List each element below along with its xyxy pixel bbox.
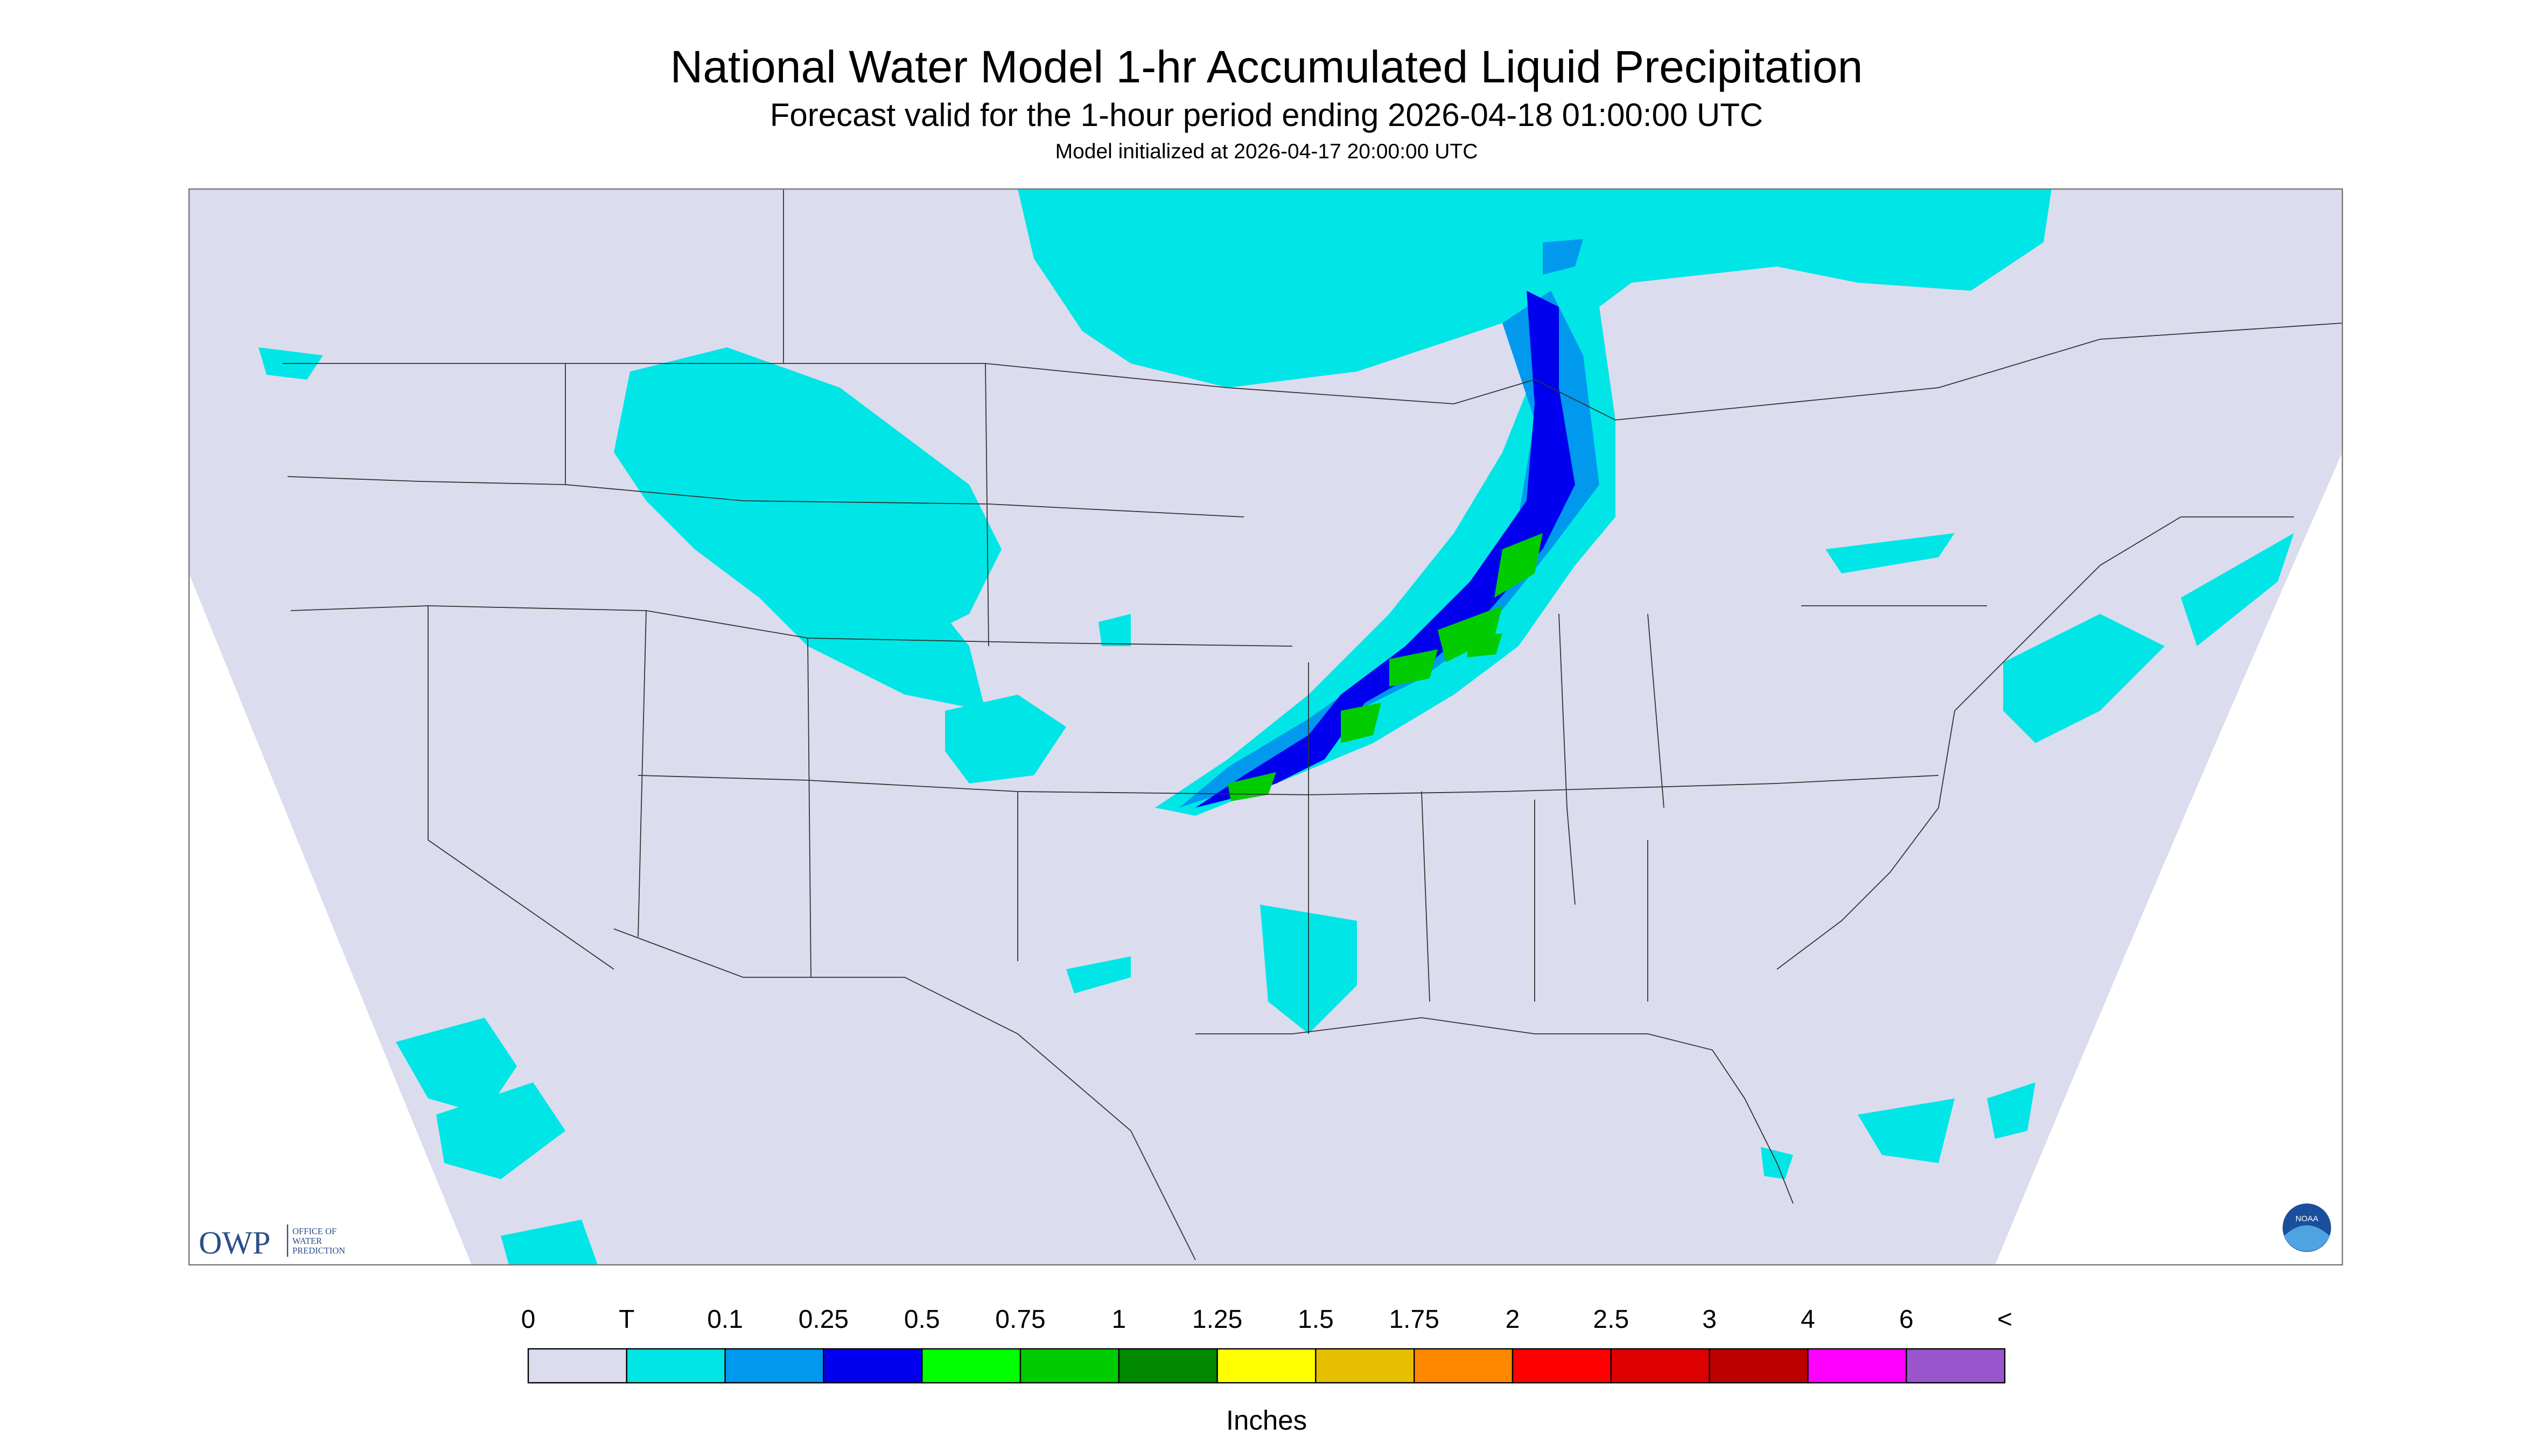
- init-time: Model initialized at 2026-04-17 20:00:00…: [1055, 140, 1478, 163]
- legend-label: 0.75: [995, 1305, 1045, 1334]
- legend-swatch: [1512, 1348, 1612, 1384]
- owp-name: OFFICE OF: [292, 1226, 337, 1236]
- legend-swatch: [823, 1348, 923, 1384]
- legend-swatch: [1414, 1348, 1514, 1384]
- outside-projection: [1995, 189, 2342, 1265]
- legend-label: 1.25: [1192, 1305, 1242, 1334]
- legend-label: 0.5: [904, 1305, 940, 1334]
- legend-swatch: [1610, 1348, 1710, 1384]
- legend-label: T: [619, 1305, 634, 1334]
- legend-swatch: [1216, 1348, 1317, 1384]
- legend-label: 4: [1801, 1305, 1815, 1334]
- map-frame: [188, 188, 2343, 1266]
- legend-swatch: [1118, 1348, 1218, 1384]
- legend: 0 T 0.1 0.25 0.5 0.75 1 1.25 1.5 1.75 2 2.5 3 4 6 <: [521, 1305, 2012, 1384]
- outside-projection: [189, 189, 472, 1265]
- legend-swatch: [626, 1348, 726, 1384]
- legend-swatch: [1905, 1348, 2006, 1384]
- legend-swatch: [724, 1348, 824, 1384]
- legend-swatch: [1807, 1348, 1907, 1384]
- precip-heavy: [1195, 291, 1575, 808]
- legend-label: 0.25: [799, 1305, 849, 1334]
- legend-swatch: [1315, 1348, 1415, 1384]
- legend-swatch: [527, 1348, 628, 1384]
- boundaries: [283, 189, 2342, 1261]
- legend-label: 0: [521, 1305, 536, 1334]
- map: OWP OFFICE OF WATER PREDICTION NOAA: [188, 188, 2343, 1266]
- owp-name: PREDICTION: [292, 1245, 345, 1256]
- legend-label: 6: [1899, 1305, 1914, 1334]
- legend-unit: Inches: [1226, 1405, 1307, 1436]
- legend-swatch: [921, 1348, 1021, 1384]
- legend-label: 2: [1506, 1305, 1520, 1334]
- noaa-text: NOAA: [2296, 1214, 2319, 1223]
- legend-label: 2.5: [1593, 1305, 1629, 1334]
- legend-swatch: [1709, 1348, 1809, 1384]
- title: National Water Model 1-hr Accumulated Li…: [670, 41, 1863, 92]
- legend-label: 3: [1702, 1305, 1717, 1334]
- legend-label: <: [1997, 1305, 2012, 1334]
- legend-swatch: [1019, 1348, 1120, 1384]
- legend-label: 1: [1111, 1305, 1126, 1334]
- legend-label: 0.1: [707, 1305, 743, 1334]
- legend-label: 1.75: [1389, 1305, 1439, 1334]
- subtitle: Forecast valid for the 1-hour period end…: [770, 97, 1763, 133]
- noaa-wave: [2284, 1225, 2329, 1251]
- owp-name: WATER: [292, 1236, 322, 1246]
- legend-label: 1.5: [1298, 1305, 1334, 1334]
- owp-logo: OWP: [199, 1225, 270, 1261]
